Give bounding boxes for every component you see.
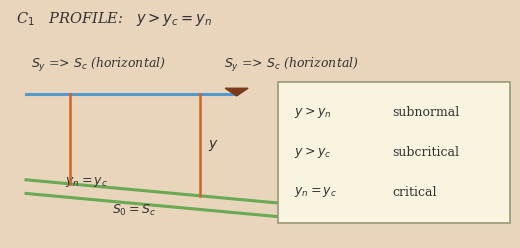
Text: $y_n = y_c$: $y_n = y_c$ (294, 185, 337, 199)
Text: critical: critical (393, 186, 437, 199)
Text: subcritical: subcritical (393, 146, 460, 159)
Text: $S_y$ => $S_c$ (horizontal): $S_y$ => $S_c$ (horizontal) (224, 56, 358, 74)
Text: $S_y$ => $S_c$ (horizontal): $S_y$ => $S_c$ (horizontal) (31, 56, 166, 74)
Text: $y > y_n$: $y > y_n$ (294, 105, 331, 121)
Text: $y_n = y_c$: $y_n = y_c$ (65, 175, 108, 189)
Text: $S_0 = S_c$: $S_0 = S_c$ (112, 203, 155, 218)
Text: C$_1$   PROFILE:   $y > y_c = y_n$: C$_1$ PROFILE: $y > y_c = y_n$ (16, 10, 212, 28)
FancyBboxPatch shape (278, 82, 510, 223)
Text: subnormal: subnormal (393, 106, 460, 120)
Text: $y$: $y$ (208, 138, 219, 153)
Polygon shape (225, 88, 248, 96)
Text: $y > y_c$: $y > y_c$ (294, 145, 331, 160)
